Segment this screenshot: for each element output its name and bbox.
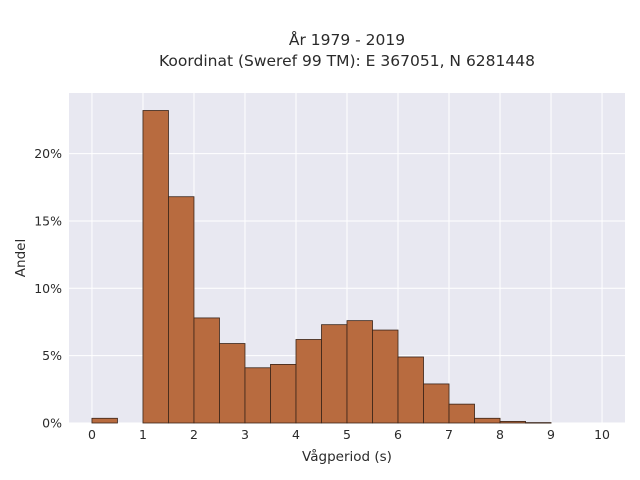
x-tick-label: 4 bbox=[292, 427, 300, 442]
histogram-bar bbox=[321, 324, 348, 424]
chart-title-line1: År 1979 - 2019 bbox=[289, 30, 405, 49]
x-tick-label: 0 bbox=[88, 427, 96, 442]
x-tick-label: 2 bbox=[190, 427, 198, 442]
y-tick-label: 15% bbox=[34, 213, 62, 228]
x-tick-label: 6 bbox=[394, 427, 402, 442]
bars-layer bbox=[91, 110, 552, 424]
x-tick-labels: 0 1 2 3 4 5 6 7 8 9 10 bbox=[88, 427, 610, 442]
histogram-bar bbox=[372, 329, 399, 424]
histogram-bar bbox=[499, 420, 526, 424]
x-tick-label: 8 bbox=[496, 427, 504, 442]
histogram-bar bbox=[219, 343, 246, 424]
histogram-bar bbox=[448, 403, 475, 424]
histogram-bar bbox=[525, 422, 552, 424]
x-tick-label: 10 bbox=[594, 427, 610, 442]
histogram-bar bbox=[397, 356, 424, 424]
y-tick-label: 10% bbox=[34, 281, 62, 296]
histogram-bar bbox=[193, 317, 220, 424]
y-tick-label: 0% bbox=[42, 416, 62, 431]
histogram-bar bbox=[91, 417, 118, 424]
x-axis-label: Vågperiod (s) bbox=[302, 448, 392, 465]
histogram-bar bbox=[423, 383, 450, 424]
y-tick-label: 20% bbox=[34, 146, 62, 161]
histogram-bar bbox=[474, 417, 501, 424]
x-tick-label: 7 bbox=[445, 427, 453, 442]
y-tick-label: 5% bbox=[42, 348, 62, 363]
y-tick-labels: 0% 5% 10% 15% 20% bbox=[34, 146, 62, 430]
x-tick-label: 3 bbox=[241, 427, 249, 442]
x-tick-label: 1 bbox=[139, 427, 147, 442]
x-tick-label: 5 bbox=[343, 427, 351, 442]
histogram-bar bbox=[346, 320, 373, 424]
histogram-bar bbox=[142, 110, 169, 424]
histogram-bar bbox=[295, 339, 322, 424]
x-tick-label: 9 bbox=[547, 427, 555, 442]
histogram-bar bbox=[244, 367, 271, 424]
histogram-bar bbox=[270, 364, 297, 424]
histogram-bar bbox=[168, 196, 195, 424]
chart-title-line2: Koordinat (Sweref 99 TM): E 367051, N 62… bbox=[159, 52, 535, 70]
y-axis-label: Andel bbox=[13, 239, 29, 277]
